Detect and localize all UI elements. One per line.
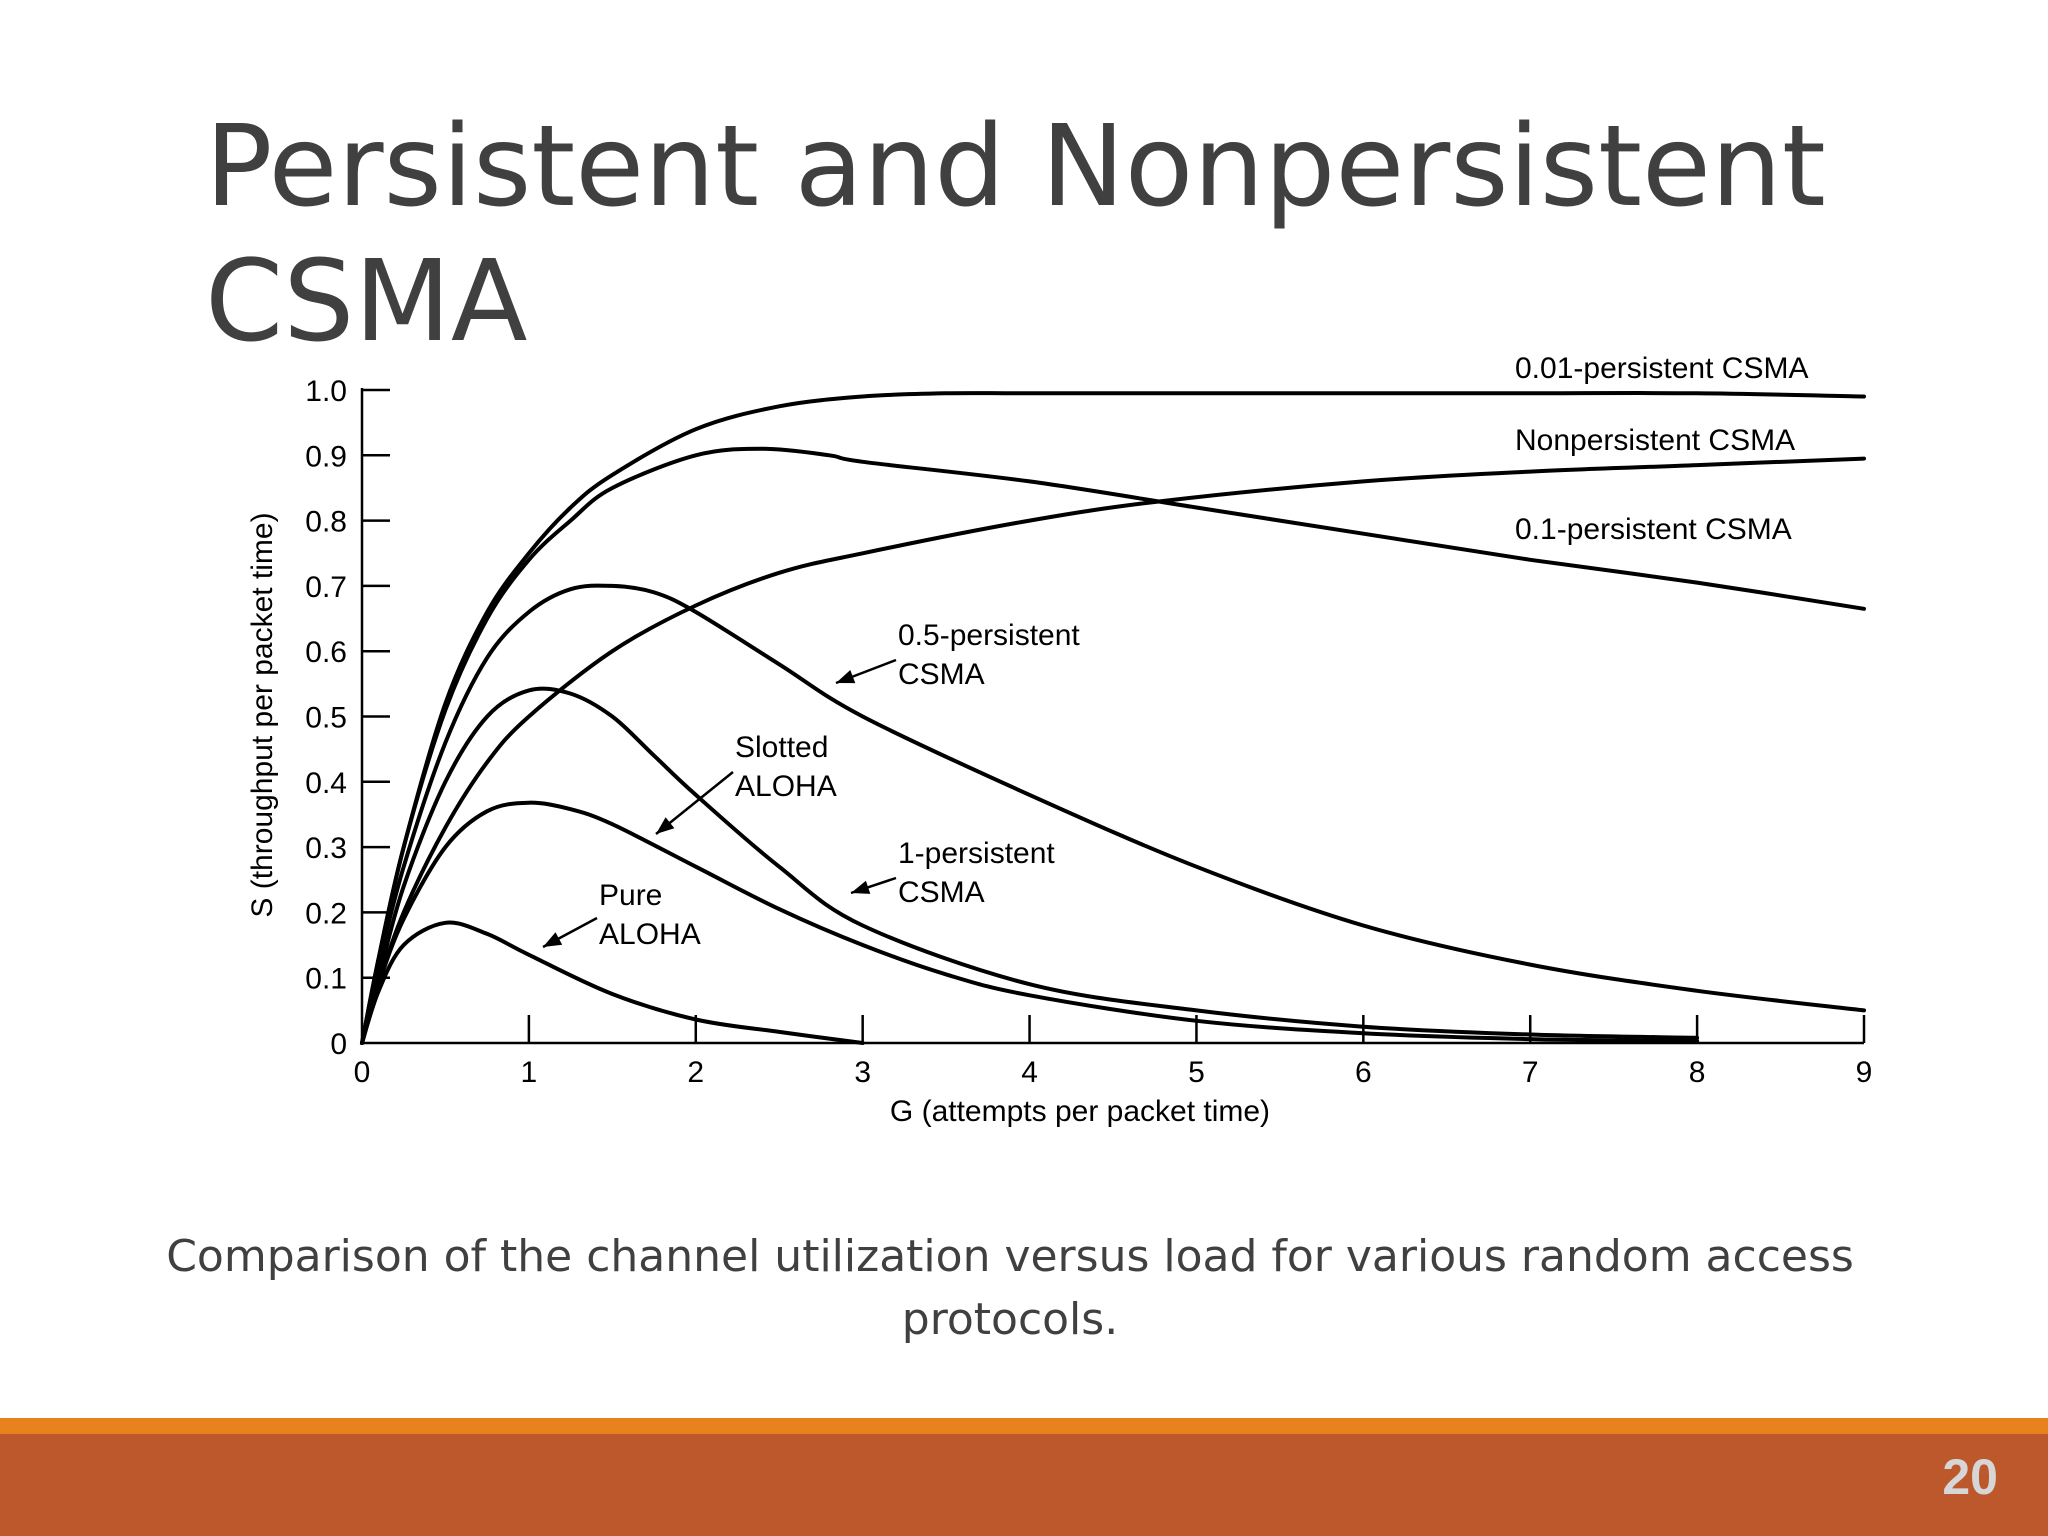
curve-label-line: ALOHA <box>735 770 837 803</box>
y-axis-title: S (throughput per packet time) <box>246 512 279 917</box>
x-tick-label: 4 <box>1021 1056 1038 1089</box>
curve-label-nonpersistent-csma: Nonpersistent CSMA <box>1515 424 1795 457</box>
curve-label-line: ALOHA <box>599 918 701 951</box>
footer-bar <box>0 1434 2048 1536</box>
series-line-slotted-aloha <box>360 800 1700 1045</box>
y-tick-label: 0.3 <box>305 832 347 865</box>
y-tick-label: 0.9 <box>305 440 347 473</box>
y-tick-label: 0 <box>330 1028 347 1061</box>
title-line-1: Persistent and Nonpersistent <box>205 102 1826 232</box>
label-arrow-head <box>851 880 871 894</box>
x-axis-title: G (attempts per packet time) <box>890 1095 1270 1128</box>
label-arrow-head <box>836 670 856 684</box>
curve-label-line: 1-persistent <box>898 837 1055 870</box>
chart-labels: 0.01-persistent CSMA Nonpersistent CSMA 0.… <box>542 352 1808 951</box>
chart-series <box>360 391 1866 1045</box>
x-tick-label: 2 <box>687 1056 704 1089</box>
curve-label-0-1-persistent-csma: 0.1-persistent CSMA <box>1515 513 1792 546</box>
curve-label-0-01-persistent-csma: 0.01-persistent CSMA <box>1515 352 1808 385</box>
curve-label-0-5-persistent-csma: 0.5-persistent CSMA <box>898 619 1080 691</box>
y-tick-label: 0.5 <box>305 702 347 735</box>
y-tick-label: 0.6 <box>305 636 347 669</box>
curve-label-line: Pure <box>599 879 662 912</box>
x-tick-label: 6 <box>1355 1056 1372 1089</box>
footer-accent-stripe <box>0 1418 2048 1434</box>
curve-label-line: 0.1-persistent CSMA <box>1515 513 1792 546</box>
slide-title: Persistent and Nonpersistent CSMA <box>205 100 1905 370</box>
series-line-0-1-persistent-csma <box>360 446 1866 1045</box>
curve-label-slotted-aloha: Slotted ALOHA <box>735 731 837 803</box>
x-tick-label: 0 <box>354 1056 371 1089</box>
x-tick-label: 5 <box>1188 1056 1205 1089</box>
y-tick-label: 1.0 <box>305 375 347 408</box>
x-tick-label: 9 <box>1856 1056 1873 1089</box>
x-tick-label: 7 <box>1522 1056 1539 1089</box>
curve-label-line: Nonpersistent CSMA <box>1515 424 1795 457</box>
y-tick-label: 0.1 <box>305 963 347 996</box>
curve-label-pure-aloha: Pure ALOHA <box>599 879 701 951</box>
curve-label-line: CSMA <box>898 876 985 909</box>
y-tick-label: 0.4 <box>305 767 347 800</box>
y-tick-label: 0.8 <box>305 506 347 539</box>
series-line-pure-aloha <box>360 920 865 1045</box>
curve-label-line: CSMA <box>898 658 985 691</box>
curve-label-line: 0.01-persistent CSMA <box>1515 352 1808 385</box>
label-arrow-head <box>543 932 563 947</box>
x-tick-label: 3 <box>854 1056 871 1089</box>
curve-label-line: Slotted <box>735 731 828 764</box>
curve-label-1-persistent-csma: 1-persistent CSMA <box>898 837 1055 909</box>
series-line-1-persistent-csma <box>360 686 1700 1045</box>
x-tick-label: 1 <box>521 1056 538 1089</box>
slide-caption: Comparison of the channel utilization ve… <box>166 1231 1854 1345</box>
chart-axes: 0 0.1 0.2 0.3 0.4 0.5 0.6 0.7 0.8 0.9 1.0 0 1 2 3 4 5 6 7 8… <box>305 375 1872 1089</box>
y-tick-label: 0.2 <box>305 897 347 930</box>
label-arrow-head <box>656 817 675 834</box>
title-line-2: CSMA <box>205 237 528 367</box>
page-number: 20 <box>1942 1449 1998 1505</box>
y-tick-label: 0.7 <box>305 571 347 604</box>
x-tick-label: 8 <box>1689 1056 1706 1089</box>
series-line-0-5-persistent-csma <box>360 583 1866 1045</box>
series-line-0-01-persistent-csma <box>360 391 1866 1045</box>
series-line-nonpersistent-csma <box>360 456 1866 1045</box>
curve-label-line: 0.5-persistent <box>898 619 1080 652</box>
